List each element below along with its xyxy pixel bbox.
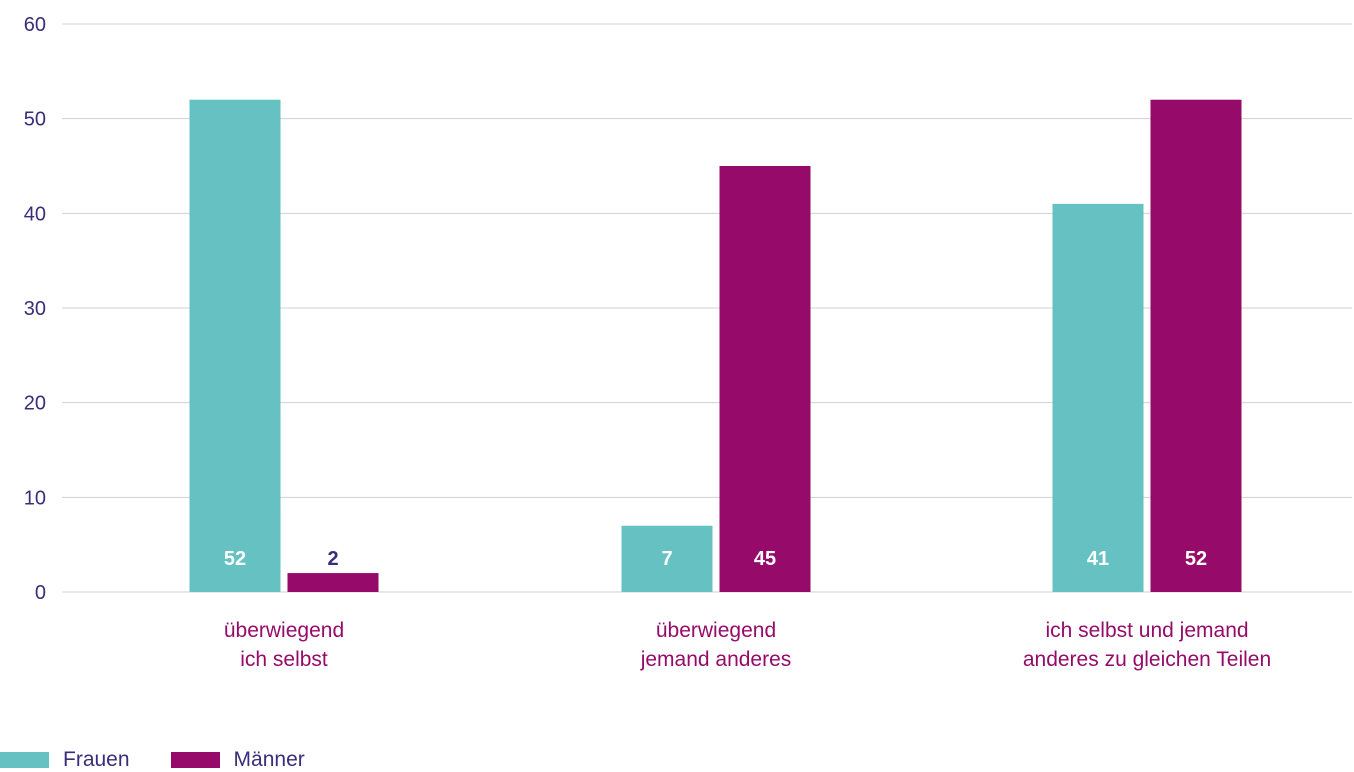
x-category-label: überwiegend (656, 619, 776, 642)
x-category-label: ich selbst und jemand (1045, 619, 1248, 642)
legend: Frauen Männer (0, 748, 346, 772)
bar (287, 573, 379, 592)
bar (719, 166, 811, 592)
bar-value-label: 45 (754, 548, 776, 570)
y-tick-label: 10 (24, 487, 46, 509)
legend-swatch-maenner (170, 752, 220, 768)
legend-label-frauen: Frauen (63, 748, 130, 771)
y-tick-label: 30 (24, 298, 46, 320)
bar-value-label: 52 (224, 548, 246, 570)
x-category-label: überwiegend (224, 619, 344, 642)
x-category-label: ich selbst (240, 648, 328, 671)
legend-item-maenner: Männer (170, 748, 305, 772)
x-category-label: anderes zu gleichen Teilen (1023, 648, 1271, 671)
y-tick-label: 50 (24, 109, 46, 131)
legend-item-frauen: Frauen (0, 748, 130, 772)
y-tick-label: 60 (24, 14, 46, 36)
bar (1052, 203, 1144, 592)
bar (189, 99, 281, 592)
y-tick-label: 0 (35, 582, 46, 604)
bar-value-label: 7 (661, 548, 672, 570)
bar-value-label: 41 (1087, 548, 1109, 570)
bar-value-label: 52 (1185, 548, 1207, 570)
bar-value-label: 2 (327, 548, 338, 570)
y-tick-label: 40 (24, 203, 46, 225)
legend-label-maenner: Männer (233, 748, 305, 771)
bar (621, 525, 713, 592)
legend-swatch-frauen (0, 752, 49, 768)
y-tick-label: 20 (24, 393, 46, 415)
x-category-label: jemand anderes (640, 648, 792, 671)
bar (1150, 99, 1242, 592)
bar-chart: 0 10 20 30 40 50 60 52 7 41 2 45 52 überwiegend ich se… (24, 14, 1352, 671)
